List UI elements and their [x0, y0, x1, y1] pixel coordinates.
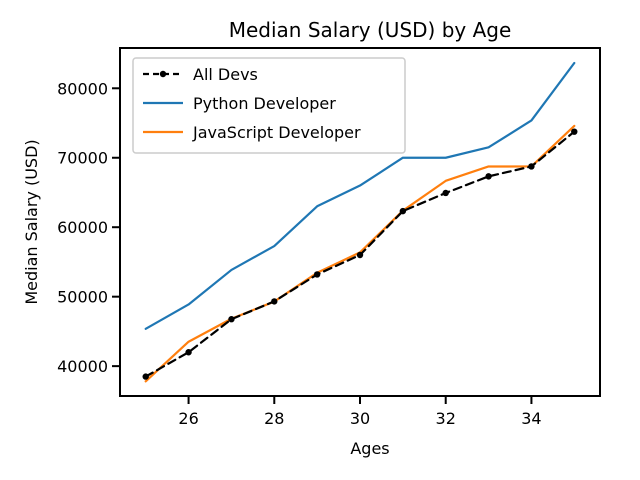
series-point-0: [142, 373, 149, 380]
x-tick-label: 26: [178, 409, 198, 428]
series-point-0: [399, 207, 407, 215]
x-tick-label: 34: [521, 409, 541, 428]
x-axis-ticks: 26 28 30 32 34: [178, 396, 542, 428]
series-point-0: [571, 128, 578, 135]
y-tick-label: 60000: [57, 218, 108, 237]
y-axis-ticks: 40000 50000 60000 70000 80000: [57, 79, 120, 376]
y-tick-label: 80000: [57, 79, 108, 98]
y-tick-label: 70000: [57, 149, 108, 168]
legend-label: Python Developer: [193, 94, 336, 113]
legend-label: All Devs: [193, 65, 258, 84]
series-point-0: [228, 316, 235, 323]
series-point-0: [356, 251, 364, 259]
series-point-0: [528, 163, 535, 170]
legend-marker: [159, 70, 167, 78]
legend: All Devs Python Developer JavaScript Devel…: [132, 57, 406, 154]
x-tick-label: 30: [350, 409, 370, 428]
x-tick-label: 28: [264, 409, 284, 428]
legend-label: JavaScript Developer: [192, 123, 361, 142]
x-axis-label: Ages: [350, 439, 389, 458]
series-point-0: [271, 298, 278, 305]
series-layer: [142, 61, 578, 383]
series-point-0: [442, 189, 449, 197]
legend-box: [132, 57, 406, 154]
series-point-0: [313, 271, 321, 278]
series-line-1: [144, 61, 576, 330]
y-tick-label: 50000: [57, 288, 108, 307]
y-tick-label: 40000: [57, 357, 108, 376]
chart-title: Median Salary (USD) by Age: [229, 18, 512, 42]
y-axis-label: Median Salary (USD): [22, 139, 41, 304]
series-point-0: [185, 349, 192, 356]
series-point-0: [485, 173, 492, 180]
x-tick-label: 32: [436, 409, 456, 428]
